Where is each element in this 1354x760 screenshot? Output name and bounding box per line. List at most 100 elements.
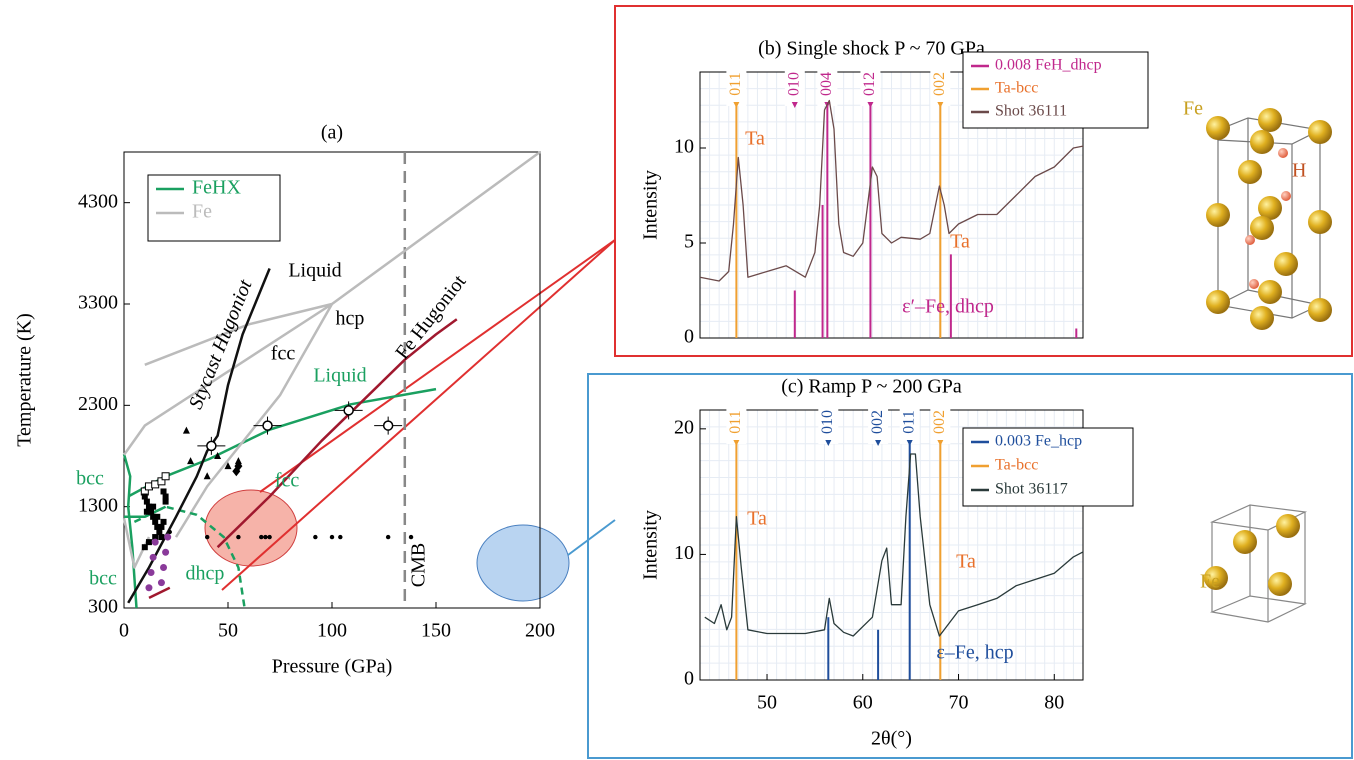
reflection-label: 010	[819, 410, 836, 434]
legend-box	[962, 51, 1149, 129]
label-bg	[930, 66, 951, 106]
atoms	[1206, 108, 1332, 330]
reflection-arrow	[791, 102, 798, 108]
point	[156, 529, 163, 535]
x-tick-label: 100	[317, 620, 347, 642]
y-tick-label: 1300	[78, 494, 118, 516]
region-c	[476, 524, 570, 602]
reflection-arrow	[906, 440, 913, 446]
plot-frame	[699, 71, 1084, 339]
x-tick-label: 60	[853, 692, 873, 714]
point	[154, 523, 161, 530]
annotation: bcc	[76, 468, 104, 490]
x-tick-label: 80	[1044, 692, 1064, 714]
legend-label: Ta-bcc	[995, 80, 1038, 97]
point	[145, 539, 152, 546]
label-bg	[726, 404, 747, 444]
annotation: Ta	[747, 508, 767, 530]
series-line	[133, 505, 246, 609]
series-line	[699, 99, 1084, 282]
label-bg	[868, 404, 889, 444]
x-tick-label: 50	[757, 692, 777, 714]
legend-label: Shot 36117	[995, 481, 1068, 498]
point	[162, 548, 170, 556]
y-tick-label: 3300	[78, 292, 118, 314]
label-bg	[817, 66, 838, 106]
label-bg	[784, 66, 805, 106]
annotation: CMB	[408, 543, 430, 587]
annotation: ε–Fe, hcp	[936, 642, 1013, 664]
region-a	[204, 489, 298, 567]
reflection-label: 002	[931, 72, 948, 96]
atoms	[1204, 514, 1300, 596]
point	[343, 405, 354, 416]
point	[150, 503, 157, 510]
point	[158, 523, 165, 530]
point	[259, 534, 264, 540]
point	[148, 508, 155, 515]
point	[263, 534, 268, 540]
reflection-arrow	[825, 440, 832, 446]
annotation: bcc	[89, 568, 117, 590]
point	[158, 534, 165, 541]
annotation: fcc	[275, 470, 300, 492]
point	[408, 534, 414, 540]
point	[313, 534, 318, 540]
point	[338, 534, 343, 540]
x-axis-label: 2θ(°)	[871, 728, 912, 750]
x-tick-label: 0	[119, 620, 129, 642]
annotation: Ta	[950, 231, 970, 253]
point	[234, 461, 243, 472]
label-bg	[930, 404, 951, 444]
point	[143, 508, 150, 515]
y-tick-label: 4300	[78, 190, 118, 212]
chart-title: (b) Single shock P ~ 70 GPa	[758, 38, 985, 60]
reflection-arrow	[937, 440, 944, 446]
point	[162, 498, 169, 505]
label-bg	[726, 66, 747, 106]
point	[157, 477, 166, 486]
point	[262, 420, 273, 431]
connector	[259, 239, 616, 493]
legend-label: 0.003 Fe_hcp	[995, 433, 1082, 450]
point	[152, 518, 159, 525]
point	[151, 538, 159, 546]
point	[267, 534, 272, 540]
chart-title: (a)	[321, 122, 343, 144]
x-tick-label: 70	[949, 692, 969, 714]
point	[160, 563, 168, 571]
reflection-label: 010	[785, 72, 802, 96]
y-tick-label: 0	[684, 668, 694, 690]
plot-frame	[699, 409, 1084, 681]
y-tick-label: 2300	[78, 393, 118, 415]
illustration-label: Fe	[1183, 98, 1203, 120]
point	[224, 462, 232, 470]
y-tick-label: 20	[674, 416, 694, 438]
panel: 0 5 10 (b) Single shock P ~ 70 GPa Intensity…	[640, 38, 1149, 348]
point	[164, 533, 172, 541]
reflection-label: 011	[900, 410, 917, 433]
point	[182, 426, 190, 434]
chart-title: (c) Ramp P ~ 200 GPa	[781, 376, 962, 398]
annotation: Fe Hugoniot	[391, 270, 471, 363]
point	[141, 493, 148, 500]
label-bg	[899, 404, 920, 444]
legend-box	[147, 174, 281, 242]
y-tick-label: 10	[674, 542, 694, 564]
reflection-label: 011	[727, 410, 744, 433]
illustration-label: H	[1292, 160, 1306, 182]
illustration-label: Fe	[1200, 571, 1220, 593]
series-line	[127, 268, 271, 604]
x-tick-label: 150	[421, 620, 451, 642]
y-tick-label: 10	[674, 136, 694, 158]
reflection-label: 004	[818, 72, 835, 96]
annotation: fcc	[271, 343, 296, 365]
y-tick-label: 0	[684, 326, 694, 348]
point	[214, 452, 222, 459]
annotation: Liquid	[313, 365, 366, 387]
point	[152, 534, 159, 541]
panel: 300 1300 2300 3300 4300 0 50 100 150 200 (a) Pressu…	[14, 122, 555, 678]
annotation: ε′–Fe, dhcp	[902, 296, 994, 318]
point	[157, 579, 165, 587]
